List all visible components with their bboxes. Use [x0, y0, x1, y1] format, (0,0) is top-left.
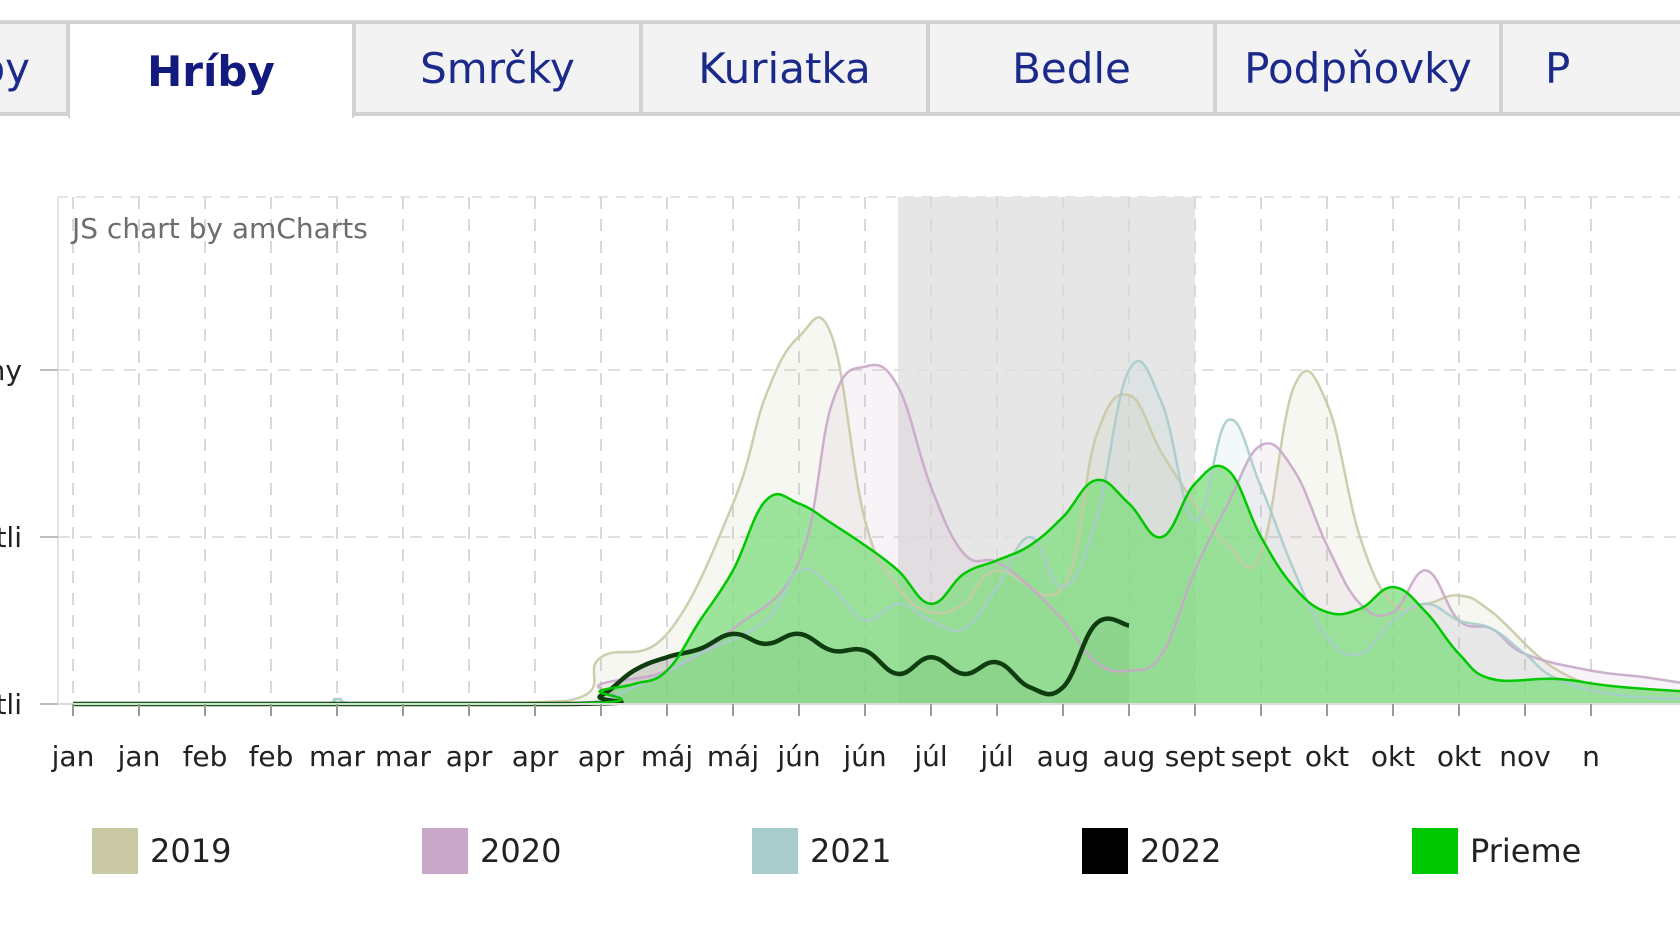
x-tick-label: sept — [1231, 740, 1292, 773]
chart-legend: 2019 2020 2021 2022 Prieme — [0, 826, 1680, 886]
x-tick-label: júl — [979, 740, 1013, 773]
x-tick-label: jan — [51, 740, 95, 773]
x-tick-label: apr — [446, 740, 493, 773]
x-tick-label: máj — [707, 740, 759, 773]
tab-label: by — [0, 43, 30, 93]
x-tick-label: mar — [309, 740, 365, 773]
tab-label: P — [1545, 43, 1571, 93]
tab-label: Smrčky — [420, 43, 575, 93]
x-tick-label: nov — [1499, 740, 1550, 773]
tab-bar-bottom-border — [354, 114, 1680, 116]
legend-label: 2019 — [150, 832, 232, 870]
x-tick-label: okt — [1437, 740, 1481, 773]
y-tick-label: ny — [0, 354, 22, 387]
legend-item-2020[interactable]: 2020 — [422, 826, 561, 876]
x-tick-label: mar — [375, 740, 431, 773]
tab-kuriatka[interactable]: Kuriatka — [641, 22, 928, 114]
x-tick-label: feb — [183, 740, 228, 773]
legend-swatch-2019 — [92, 828, 138, 874]
tab-label: Podpňovky — [1244, 43, 1472, 93]
series-area-priemer — [73, 465, 1680, 705]
legend-label: 2021 — [810, 832, 892, 870]
y-tick-label: tli — [0, 521, 22, 554]
tab-bedle[interactable]: Bedle — [928, 22, 1215, 114]
tab-hriby[interactable]: Hríby — [68, 22, 354, 118]
legend-label: 2020 — [480, 832, 562, 870]
x-tick-label: jan — [117, 740, 161, 773]
x-tick-label: okt — [1305, 740, 1349, 773]
tab-label: Bedle — [1012, 43, 1131, 93]
tab-bar: by Hríby Smrčky Kuriatka Bedle Podpňovky… — [0, 0, 1680, 118]
tab-smrcky[interactable]: Smrčky — [354, 22, 641, 114]
chart-credit[interactable]: JS chart by amCharts — [70, 212, 368, 245]
legend-item-priemer[interactable]: Prieme — [1412, 826, 1581, 876]
tab-label: Kuriatka — [698, 43, 871, 93]
tab-podpnovky[interactable]: Podpňovky — [1215, 22, 1501, 114]
mushroom-season-chart: jan jan feb feb mar mar apr apr apr máj máj jún jún j… — [0, 196, 1680, 773]
x-tick-label: sept — [1165, 740, 1226, 773]
y-tick-label: tli — [0, 688, 22, 721]
legend-swatch-priemer — [1412, 828, 1458, 874]
tab-next[interactable]: P — [1501, 22, 1680, 114]
legend-item-2022[interactable]: 2022 — [1082, 826, 1221, 876]
x-tick-label: apr — [512, 740, 559, 773]
tab-prev[interactable]: by — [0, 22, 68, 114]
x-tick-label: jún — [842, 740, 886, 773]
x-tick-label: aug — [1037, 740, 1090, 773]
x-tick-label: okt — [1371, 740, 1415, 773]
tab-bar-bottom-border — [0, 114, 68, 116]
x-tick-label: júl — [913, 740, 947, 773]
x-tick-label: apr — [578, 740, 625, 773]
legend-item-2019[interactable]: 2019 — [92, 826, 231, 876]
x-tick-label: aug — [1103, 740, 1156, 773]
legend-swatch-2021 — [752, 828, 798, 874]
tab-bar-top-border — [0, 20, 1680, 22]
legend-label: 2022 — [1140, 832, 1222, 870]
x-tick-label: máj — [641, 740, 693, 773]
legend-swatch-2022 — [1082, 828, 1128, 874]
tab-label: Hríby — [147, 46, 275, 96]
legend-label: Prieme — [1470, 832, 1582, 870]
legend-swatch-2020 — [422, 828, 468, 874]
x-tick-label: n — [1582, 740, 1600, 773]
legend-item-2021[interactable]: 2021 — [752, 826, 891, 876]
x-tick-label: jún — [776, 740, 820, 773]
x-tick-label: feb — [249, 740, 294, 773]
series-line-priemer — [72, 464, 1680, 706]
